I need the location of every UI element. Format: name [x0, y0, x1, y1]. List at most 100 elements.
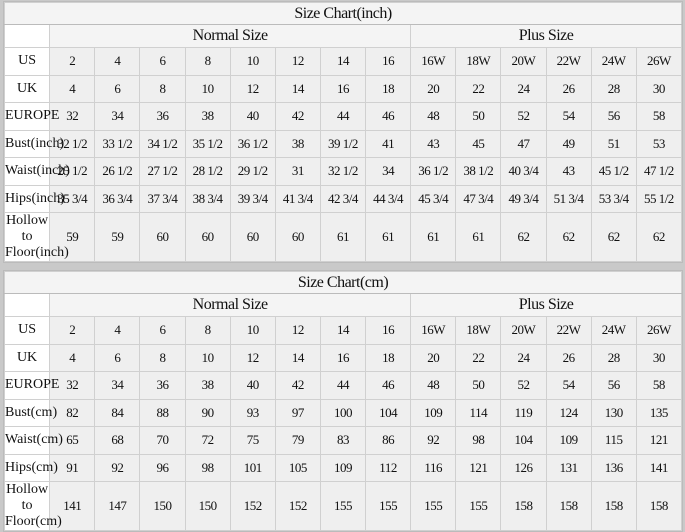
- size-cell: 155: [364, 481, 412, 531]
- row-label: Bust(inch): [3, 129, 64, 158]
- normal-size-header: Normal Size: [49, 293, 412, 317]
- size-cell: 38: [274, 129, 321, 158]
- size-cell: 6: [94, 74, 141, 103]
- size-cell: 62: [590, 212, 637, 262]
- size-cell: 36: [139, 102, 186, 131]
- size-cell: 55 1/2: [635, 184, 683, 213]
- size-cell: 12: [229, 74, 276, 103]
- size-cell: 60: [274, 212, 321, 262]
- plus-size-header: Plus Size: [410, 293, 682, 317]
- size-cell: 34: [94, 371, 141, 400]
- size-cell: 4: [49, 343, 96, 372]
- size-cell: 49: [545, 129, 592, 158]
- corner-cell: [3, 293, 51, 317]
- size-cell: 6: [139, 47, 186, 76]
- size-cell: 27 1/2: [139, 157, 186, 186]
- size-cell: 42 3/4: [319, 184, 367, 213]
- row-label: Waist(cm): [3, 426, 63, 455]
- size-cell: 141: [49, 481, 96, 531]
- size-cell: 8: [184, 316, 231, 345]
- size-cell: 6: [94, 343, 141, 372]
- size-cell: 150: [139, 481, 186, 531]
- row-label: UK: [3, 343, 51, 372]
- plus-size-header: Plus Size: [410, 24, 682, 48]
- size-cell: 43: [545, 157, 592, 186]
- size-cell: 82: [49, 398, 96, 427]
- table-row: Bust(inch) 32 1/2 33 1/2 34 1/2 35 1/2 36 1/2…: [3, 129, 683, 158]
- size-cell: 41: [364, 129, 412, 158]
- size-chart-inch: Size Chart(inch) Normal Size Plus Size US 2 4…: [3, 1, 683, 263]
- size-cell: 86: [364, 426, 412, 455]
- size-cell: 72: [184, 426, 231, 455]
- size-cell: 155: [455, 481, 502, 531]
- size-cell: 83: [319, 426, 367, 455]
- size-cell: 26 1/2: [94, 157, 141, 186]
- size-cell: 44: [319, 371, 367, 400]
- size-cell: 98: [184, 453, 231, 482]
- size-cell: 44 3/4: [364, 184, 412, 213]
- size-cell: 54: [545, 371, 592, 400]
- size-cell: 158: [545, 481, 592, 531]
- size-cell: 58: [635, 371, 683, 400]
- chart-title: Size Chart(inch): [4, 2, 682, 25]
- row-label: Hollow to Floor(cm): [3, 481, 62, 531]
- size-cell: 47 1/2: [635, 157, 683, 186]
- size-cell: 26: [545, 343, 592, 372]
- size-cell: 60: [184, 212, 231, 262]
- table-row: Waist(cm) 65 68 70 72 75 79 83 86 92 98 104 109 115 12…: [3, 426, 683, 455]
- size-cell: 56: [590, 102, 637, 131]
- size-cell: 61: [410, 212, 457, 262]
- size-cell: 10: [184, 343, 231, 372]
- size-cell: 37 3/4: [139, 184, 186, 213]
- size-cell: 8: [184, 47, 231, 76]
- size-cell: 35 1/2: [184, 129, 231, 158]
- size-cell: 16: [319, 343, 367, 372]
- size-cell: 152: [274, 481, 321, 531]
- size-cell: 155: [410, 481, 457, 531]
- normal-size-header: Normal Size: [49, 24, 412, 48]
- size-cell: 16: [364, 316, 412, 345]
- size-cell: 91: [49, 453, 96, 482]
- size-cell: 88: [139, 398, 186, 427]
- size-cell: 104: [500, 426, 547, 455]
- size-cell: 84: [94, 398, 141, 427]
- size-cell: 131: [545, 453, 592, 482]
- size-cell: 47 3/4: [455, 184, 502, 213]
- corner-cell: [3, 24, 51, 48]
- size-cell: 36 1/2: [229, 129, 276, 158]
- size-cell: 147: [94, 481, 141, 531]
- size-cell: 4: [49, 74, 96, 103]
- size-cell: 59: [94, 212, 141, 262]
- size-cell: 28: [590, 74, 637, 103]
- size-cell: 116: [410, 453, 457, 482]
- size-cell: 39 3/4: [229, 184, 276, 213]
- size-cell: 41 3/4: [274, 184, 321, 213]
- size-cell: 52: [500, 102, 547, 131]
- size-cell: 40 3/4: [500, 157, 547, 186]
- size-cell: 40: [229, 102, 276, 131]
- size-cell: 32 1/2: [319, 157, 367, 186]
- size-cell: 31: [274, 157, 321, 186]
- size-cell: 60: [139, 212, 186, 262]
- size-cell: 22: [455, 74, 502, 103]
- size-cell: 14: [319, 47, 367, 76]
- size-cell: 56: [590, 371, 637, 400]
- size-cell: 20W: [500, 47, 547, 76]
- size-cell: 141: [635, 453, 683, 482]
- size-cell: 12: [229, 343, 276, 372]
- table-row: EUROPE 32 34 36 38 40 42 44 46 48 50 52 54 56 58: [3, 102, 683, 131]
- size-cell: 28: [590, 343, 637, 372]
- size-cell: 100: [319, 398, 367, 427]
- size-cell: 54: [545, 102, 592, 131]
- size-cell: 30: [635, 74, 683, 103]
- size-cell: 4: [94, 316, 141, 345]
- size-cell: 48: [410, 371, 457, 400]
- table-row: UK 4 6 8 10 12 14 16 18 20 22 24 26 28 30: [3, 343, 683, 372]
- size-cell: 96: [139, 453, 186, 482]
- size-cell: 18W: [455, 316, 502, 345]
- size-cell: 50: [455, 371, 502, 400]
- size-cell: 40: [229, 371, 276, 400]
- size-cell: 53 3/4: [590, 184, 637, 213]
- size-cell: 6: [139, 316, 186, 345]
- size-cell: 16W: [410, 47, 457, 76]
